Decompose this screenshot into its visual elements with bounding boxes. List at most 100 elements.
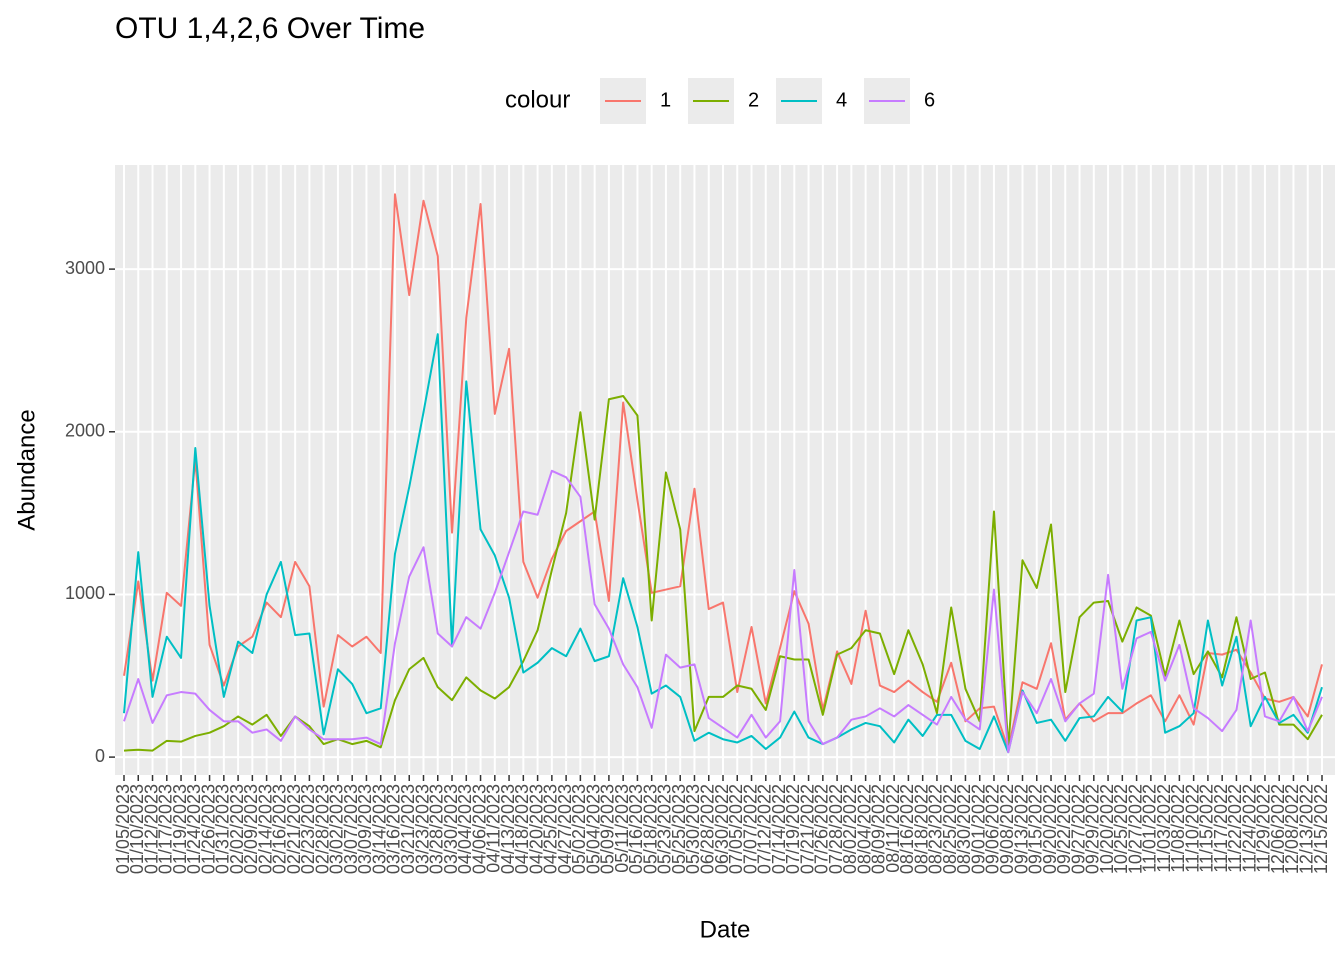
x-tick-label: 08/23/2022 [926, 784, 946, 874]
x-tick-label: 03/21/2023 [398, 784, 418, 874]
x-tick-label: 03/23/2023 [412, 784, 432, 874]
x-tick-label: 02/09/2023 [241, 784, 261, 874]
x-tick-label: 11/10/2022 [1182, 784, 1202, 873]
x-tick-label: 05/23/2023 [655, 784, 675, 874]
x-tick-label: 09/08/2022 [997, 784, 1017, 874]
y-tick-label: 3000 [65, 258, 105, 278]
x-tick-label: 03/09/2023 [355, 784, 375, 874]
x-tick-label: 01/19/2023 [170, 784, 190, 874]
x-tick-label: 09/29/2022 [1083, 784, 1103, 874]
x-tick-label: 05/25/2023 [669, 784, 689, 874]
x-axis-title: Date [700, 916, 751, 943]
x-tick-label: 09/15/2022 [1026, 784, 1046, 874]
x-tick-label: 08/16/2022 [897, 784, 917, 874]
x-tick-label: 04/20/2023 [526, 784, 546, 874]
x-tick-label: 04/27/2023 [555, 784, 575, 874]
x-tick-label: 03/02/2023 [327, 784, 347, 874]
x-tick-label: 05/09/2023 [598, 784, 618, 874]
x-tick-label: 03/07/2023 [341, 784, 361, 874]
x-tick-label: 07/07/2022 [740, 784, 760, 874]
x-tick-label: 06/28/2022 [697, 784, 717, 874]
series-line [123, 333, 1323, 754]
x-tick-label: 08/09/2022 [869, 784, 889, 874]
series-line [123, 394, 1323, 752]
x-tick-label: 01/31/2023 [213, 784, 233, 874]
x-tick-label: 07/05/2022 [726, 784, 746, 874]
series-line [123, 193, 1323, 750]
x-tick-label: 05/04/2023 [583, 784, 603, 874]
x-tick-label: 11/22/2022 [1225, 784, 1245, 873]
legend-label: 1 [660, 89, 671, 111]
x-tick-label: 11/24/2022 [1239, 784, 1259, 873]
x-tick-label: 01/12/2023 [141, 784, 161, 874]
x-tick-label: 08/04/2022 [854, 784, 874, 874]
y-tick-label: 0 [95, 746, 105, 766]
x-tick-label: 04/18/2023 [512, 784, 532, 874]
x-tick-label: 11/08/2022 [1168, 784, 1188, 873]
x-tick-label: 05/02/2023 [569, 784, 589, 874]
x-tick-label: 11/29/2022 [1254, 784, 1274, 873]
x-tick-label: 02/23/2023 [298, 784, 318, 874]
x-tick-label: 02/16/2023 [270, 784, 290, 874]
x-tick-label: 09/13/2022 [1011, 784, 1031, 874]
x-tick-label: 01/26/2023 [198, 784, 218, 874]
x-tick-label: 04/13/2023 [498, 784, 518, 874]
x-tick-label: 09/27/2022 [1068, 784, 1088, 874]
x-tick-label: 10/27/2022 [1125, 784, 1145, 874]
x-tick-label: 01/24/2023 [184, 784, 204, 874]
x-tick-label: 03/28/2023 [427, 784, 447, 874]
x-tick-label: 03/16/2023 [384, 784, 404, 874]
x-tick-label: 05/30/2023 [683, 784, 703, 874]
legend-label: 2 [748, 89, 759, 111]
x-tick-label: 09/22/2022 [1054, 784, 1074, 874]
y-axis-title: Abundance [13, 409, 40, 530]
x-tick-label: 11/03/2022 [1154, 784, 1174, 873]
x-tick-label: 09/06/2022 [983, 784, 1003, 874]
x-tick-label: 12/06/2022 [1268, 784, 1288, 874]
x-tick-label: 08/11/2022 [883, 784, 903, 873]
y-tick-label: 2000 [65, 421, 105, 441]
x-tick-label: 01/17/2023 [156, 784, 176, 874]
legend-label: 6 [924, 89, 935, 111]
x-tick-label: 07/14/2022 [769, 784, 789, 874]
legend-title: colour [505, 86, 570, 113]
x-tick-label: 04/11/2023 [484, 784, 504, 873]
x-tick-label: 06/30/2022 [712, 784, 732, 874]
x-tick-label: 11/01/2022 [1140, 784, 1160, 873]
chart-title: OTU 1,4,2,6 Over Time [115, 12, 425, 45]
x-tick-label: 01/10/2023 [127, 784, 147, 874]
x-tick-label: 07/26/2022 [812, 784, 832, 874]
x-tick-label: 08/02/2022 [840, 784, 860, 874]
x-tick-label: 09/01/2022 [968, 784, 988, 874]
x-tick-label: 03/30/2023 [441, 784, 461, 874]
x-tick-label: 04/25/2023 [541, 784, 561, 874]
x-tick-label: 04/04/2023 [455, 784, 475, 874]
x-tick-label: 12/08/2022 [1282, 784, 1302, 874]
x-tick-label: 12/13/2022 [1296, 784, 1316, 874]
x-tick-label: 10/20/2022 [1097, 784, 1117, 874]
x-tick-label: 07/28/2022 [826, 784, 846, 874]
x-tick-label: 01/05/2023 [113, 784, 133, 874]
plot-panel [115, 165, 1335, 775]
legend-label: 4 [836, 89, 847, 111]
x-tick-label: 05/16/2023 [626, 784, 646, 874]
y-tick-label: 1000 [65, 583, 105, 603]
x-tick-label: 07/19/2022 [783, 784, 803, 874]
x-tick-label: 05/18/2023 [640, 784, 660, 874]
x-tick-label: 05/11/2023 [612, 784, 632, 873]
series-line [123, 469, 1323, 754]
x-tick-label: 08/18/2022 [911, 784, 931, 874]
x-tick-label: 03/14/2023 [369, 784, 389, 874]
x-tick-label: 08/30/2022 [954, 784, 974, 874]
x-tick-label: 07/21/2022 [797, 784, 817, 874]
x-tick-label: 11/15/2022 [1197, 784, 1217, 873]
x-tick-label: 07/12/2022 [755, 784, 775, 874]
x-tick-label: 02/14/2023 [255, 784, 275, 874]
x-tick-label: 08/25/2022 [940, 784, 960, 874]
x-tick-label: 12/15/2022 [1311, 784, 1331, 874]
x-tick-label: 11/17/2022 [1211, 784, 1231, 873]
x-tick-label: 02/28/2023 [312, 784, 332, 874]
x-tick-label: 09/20/2022 [1040, 784, 1060, 874]
x-tick-label: 02/02/2023 [227, 784, 247, 874]
